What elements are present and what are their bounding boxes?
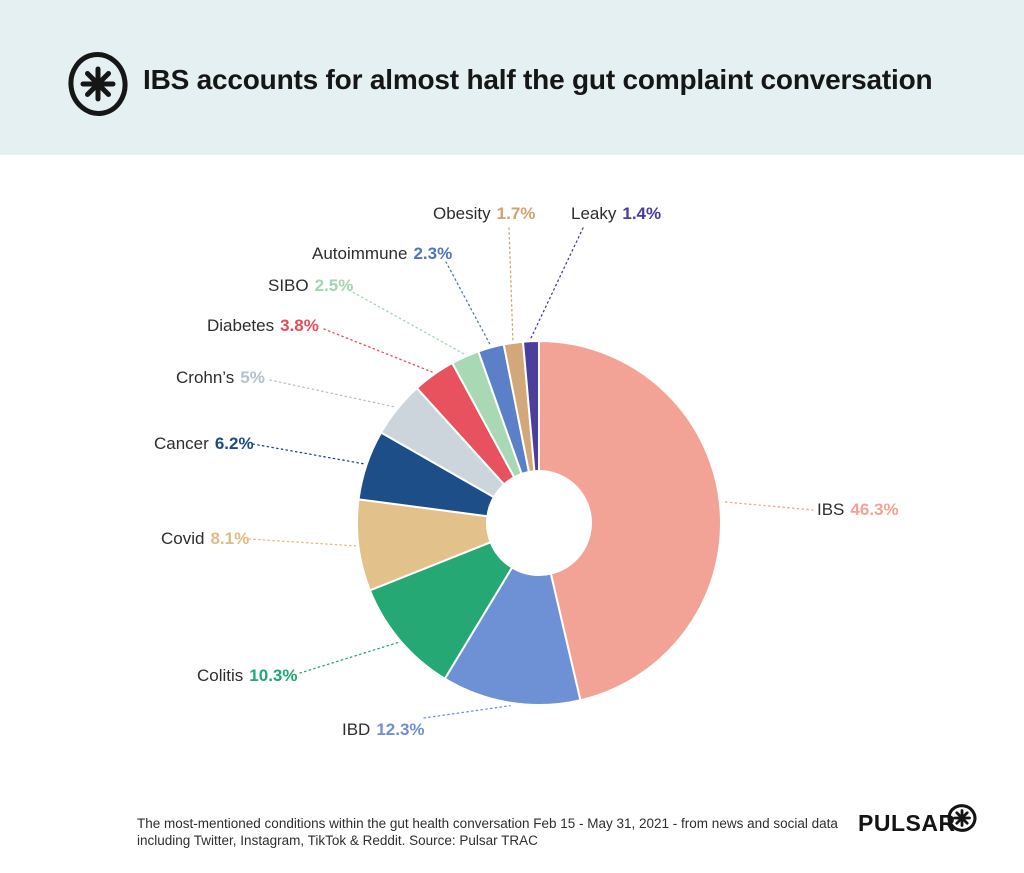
slice-label-name: IBS <box>817 500 845 519</box>
slice-label-autoimmune: Autoimmune 2.3% <box>312 244 452 263</box>
slice-label-value: 46.3% <box>850 500 899 519</box>
slice-label-colitis: Colitis 10.3% <box>197 666 298 685</box>
pulsar-logo-icon <box>68 52 128 116</box>
slice-label-name: Autoimmune <box>312 244 408 263</box>
slice-label-name: Cancer <box>154 434 209 453</box>
leader-line-crohn-s <box>269 379 396 408</box>
pulsar-wordmark: PULSAR <box>858 810 956 836</box>
leader-line-covid <box>248 538 357 547</box>
slice-label-name: Colitis <box>197 666 244 685</box>
slice-label-value: 2.3% <box>413 244 453 263</box>
slice-label-value: 1.7% <box>496 204 536 223</box>
caption-line-2: including Twitter, Instagram, TikTok & R… <box>137 833 538 848</box>
leader-line-ibs <box>722 501 814 511</box>
slice-label-value: 8.1% <box>210 529 250 548</box>
pie-slice-ibd <box>443 566 582 706</box>
pulsar-brand: PULSAR <box>858 804 977 837</box>
caption-line-1: The most-mentioned conditions within the… <box>137 816 838 831</box>
leader-line-ibd <box>423 705 511 719</box>
leader-line-cancer <box>252 443 365 465</box>
pulsar-asterisk-icon <box>947 804 977 832</box>
leader-line-obesity <box>508 227 514 341</box>
slice-label-name: IBD <box>342 720 371 739</box>
slice-label-name: Obesity <box>433 204 491 223</box>
slice-label-value: 10.3% <box>249 666 298 685</box>
slice-label-diabetes: Diabetes 3.8% <box>207 316 319 335</box>
slice-label-covid: Covid 8.1% <box>161 529 249 548</box>
slice-label-value: 12.3% <box>376 720 425 739</box>
slice-label-crohn-s: Crohn’s 5% <box>176 368 265 387</box>
slice-label-cancer: Cancer 6.2% <box>154 434 254 453</box>
leader-line-colitis <box>299 641 399 674</box>
pie-slice-ibs <box>538 339 723 702</box>
leader-line-autoimmune <box>445 261 491 346</box>
slice-label-ibd: IBD 12.3% <box>342 720 425 739</box>
slice-label-ibs: IBS 46.3% <box>817 500 899 519</box>
leader-line-diabetes <box>323 328 433 373</box>
leader-line-sibo <box>348 289 465 355</box>
slice-label-value: 5% <box>240 368 265 387</box>
page-title: IBS accounts for almost half the gut com… <box>143 64 933 95</box>
slice-label-leaky: Leaky 1.4% <box>571 204 661 223</box>
leader-line-leaky <box>530 227 584 339</box>
slice-label-name: Crohn’s <box>176 368 235 387</box>
slice-label-sibo: SIBO 2.5% <box>268 276 353 295</box>
slice-label-obesity: Obesity 1.7% <box>433 204 535 223</box>
slice-label-value: 3.8% <box>280 316 319 335</box>
slice-label-name: SIBO <box>268 276 309 295</box>
slice-label-name: Diabetes <box>207 316 275 335</box>
pie-slice-leaky <box>521 339 540 473</box>
header-band: IBS accounts for almost half the gut com… <box>0 0 1024 155</box>
slice-label-value: 6.2% <box>214 434 254 453</box>
chart-caption: The most-mentioned conditions within the… <box>137 815 838 849</box>
slice-label-value: 1.4% <box>622 204 662 223</box>
slice-label-name: Leaky <box>571 204 617 223</box>
slice-label-value: 2.5% <box>314 276 354 295</box>
slice-label-name: Covid <box>161 529 205 548</box>
